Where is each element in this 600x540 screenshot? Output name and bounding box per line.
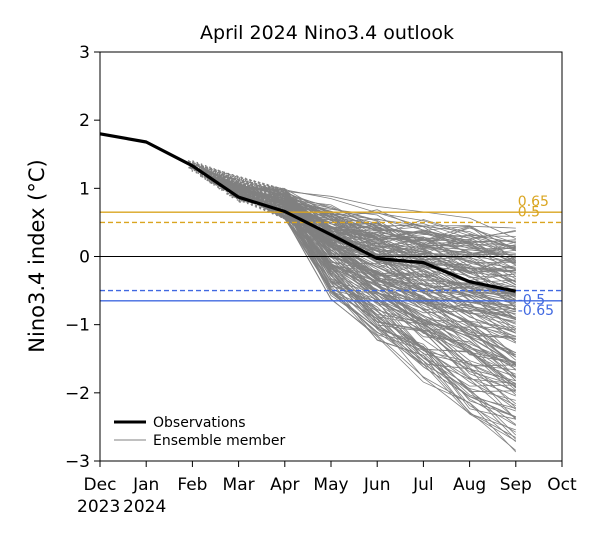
ensemble-member-line (284, 207, 517, 377)
ensemble-member-line (284, 205, 516, 294)
ensemble-member-line (284, 216, 516, 384)
ensemble-member-line (284, 196, 516, 259)
ensemble-lead-in (200, 169, 286, 209)
ensemble-member-line (284, 216, 517, 443)
ensemble-member-line (284, 205, 517, 440)
ensemble-lead-in (217, 178, 286, 219)
x-tick-label: Aug (453, 475, 486, 495)
y-tick-label: −3 (65, 452, 90, 472)
ensemble-member-line (284, 211, 516, 271)
x-tick-label: Jan (132, 475, 159, 495)
ensemble-member-line (284, 198, 517, 261)
ensemble-lead-in (204, 178, 286, 218)
ensemble-member-line (284, 201, 516, 250)
ensemble-lead-in (190, 167, 285, 193)
ensemble-member-line (284, 197, 516, 252)
ensemble-member-line (284, 215, 517, 379)
ensemble-lead-in (226, 190, 285, 203)
x-tick-label: Feb (177, 475, 207, 495)
ensemble-lead-in (208, 180, 285, 194)
ensemble-lead-in (192, 160, 286, 196)
ensemble-lead-in (238, 199, 285, 203)
ensemble-member-line (284, 190, 516, 239)
ensemble-lead-in (189, 163, 285, 191)
x-tick-label: Apr (270, 475, 299, 495)
chart-title: April 2024 Nino3.4 outlook (200, 22, 454, 44)
x-tick-label: Dec (84, 475, 117, 495)
ensemble-lead-in (194, 169, 286, 211)
ensemble-member-line (284, 217, 516, 241)
ensemble-lead-in (212, 182, 285, 200)
ensemble-member-line (284, 214, 517, 410)
legend: Observations Ensemble member (114, 415, 285, 449)
y-tick-label: −2 (65, 384, 90, 404)
ensemble-lead-in (242, 199, 286, 219)
ensemble-member-line (284, 200, 516, 382)
ensemble-lead-in (192, 160, 286, 200)
ensemble-member-line (284, 200, 517, 366)
x-tick-label: Mar (223, 475, 255, 495)
ensemble-lead-in (238, 199, 286, 220)
ensemble-member-line (284, 194, 517, 332)
x-tick-label: Oct (547, 475, 577, 495)
reference-line-label: 0.5 (518, 204, 540, 220)
x-tick-label: Sep (500, 475, 532, 495)
ensemble-lead-in (197, 164, 285, 191)
ensemble-lead-in (190, 162, 286, 209)
legend-observations-label: Observations (153, 415, 246, 431)
ensemble-member-line (284, 215, 516, 406)
ensemble-lead-in (204, 171, 286, 200)
x-year-label: 2023 (77, 497, 120, 517)
ensemble-member-line (284, 202, 516, 273)
ensemble-member-line (284, 197, 516, 264)
ensemble-lead-in (189, 166, 286, 207)
ensemble-lead-in (220, 181, 285, 196)
ensemble-member-line (284, 193, 516, 354)
ensemble-member-line (284, 193, 516, 272)
ensemble-group (187, 159, 517, 453)
ensemble-lead-in (207, 174, 286, 204)
ensemble-lead-in (232, 188, 286, 220)
x-tick-label: Jul (412, 475, 434, 495)
ensemble-member-line (284, 202, 517, 436)
y-tick-label: −1 (65, 316, 90, 336)
legend-ensemble-label: Ensemble member (153, 433, 285, 449)
y-tick-label: 3 (79, 43, 90, 63)
ensemble-lead-in (240, 197, 285, 208)
reference-line-label: -0.65 (518, 303, 554, 319)
observations-line (99, 132, 517, 293)
ensemble-lead-in (222, 182, 285, 196)
ensemble-member-line (284, 209, 516, 302)
y-axis-label: Nino3.4 index (°C) (25, 159, 49, 352)
ensemble-lead-in (203, 173, 286, 215)
ensemble-lead-in (220, 187, 285, 201)
ensemble-lead-in (240, 197, 285, 200)
ensemble-lead-in (223, 183, 285, 195)
y-tick-label: 2 (79, 111, 90, 131)
reference-line-label: 0.65 (518, 194, 549, 210)
ensemble-member-line (284, 202, 516, 311)
ensemble-member-line (284, 194, 516, 312)
x-tick-label: Jun (363, 475, 391, 495)
ensemble-member-line (284, 195, 516, 315)
x-tick-label: May (313, 475, 348, 495)
x-year-label: 2024 (123, 497, 166, 517)
ensemble-member-line (284, 189, 516, 344)
ensemble-lead-in (201, 168, 286, 207)
y-tick-label: 0 (79, 248, 90, 268)
ensemble-lead-in (214, 183, 286, 207)
ensemble-lead-in (209, 181, 285, 200)
ensemble-lead-in (188, 166, 285, 192)
ensemble-lead-in (191, 167, 286, 213)
y-tick-label: 1 (79, 179, 90, 199)
ensemble-member-line (284, 218, 516, 331)
ensemble-member-line (284, 211, 517, 356)
ensemble-member-line (284, 189, 516, 366)
